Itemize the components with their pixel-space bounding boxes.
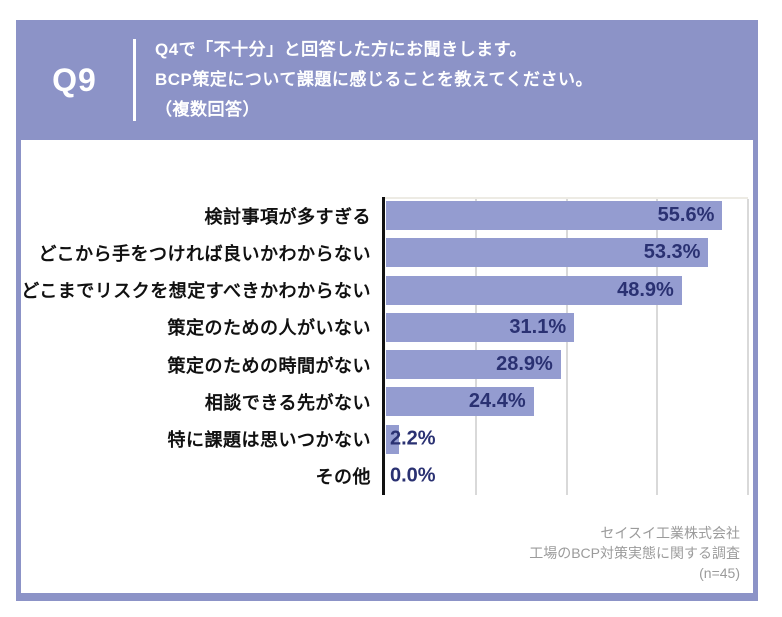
source-company: セイスイ工業株式会社 (600, 525, 740, 541)
value-label: 2.2% (390, 427, 436, 450)
value-label: 31.1% (509, 315, 567, 338)
bar (386, 424, 400, 454)
header-divider (133, 39, 136, 121)
bar-chart: 検討事項が多すぎる 55.6% どこから手をつければ良いかわからない 53.3% どこま… (21, 197, 753, 495)
bar-cell: 31.1% (386, 309, 749, 346)
source-sample-size: (n=45) (699, 565, 740, 581)
bar-cell: 2.2% (386, 421, 749, 458)
value-label: 0.0% (390, 464, 436, 487)
value-label: 48.9% (617, 278, 674, 301)
source-survey: 工場のBCP対策実態に関する調査 (529, 545, 740, 561)
value-label: 53.3% (643, 241, 701, 264)
category-label: 策定のための人がいない (167, 318, 371, 339)
chart-row: 特に課題は思いつかない 2.2% (21, 421, 753, 458)
value-label: 24.4% (468, 390, 526, 413)
question-line-2: BCP策定について課題に感じることを教えてください。 (155, 70, 594, 89)
question-line-1: Q4で「不十分」と回答した方にお聞きします。 (155, 40, 527, 59)
bar: 24.4% (386, 387, 534, 417)
chart-row: 策定のための人がいない 31.1% (21, 309, 753, 346)
category-label: その他 (315, 467, 371, 488)
question-header: Q9 Q4で「不十分」と回答した方にお聞きします。 BCP策定について課題に感じ… (16, 20, 758, 140)
bar-cell: 48.9% (386, 272, 749, 309)
question-text: Q4で「不十分」と回答した方にお聞きします。 BCP策定について課題に感じること… (136, 35, 593, 125)
chart-row: 検討事項が多すぎる 55.6% (21, 197, 753, 234)
chart-row: どこまでリスクを想定すべきかわからない 48.9% (21, 272, 753, 309)
category-label: どこから手をつければ良いかわからない (38, 243, 371, 264)
chart-row: どこから手をつければ良いかわからない 53.3% (21, 234, 753, 271)
bar: 53.3% (386, 238, 709, 268)
bar-cell: 24.4% (386, 383, 749, 420)
chart-row: 策定のための時間がない 28.9% (21, 346, 753, 383)
y-axis-line (382, 197, 385, 495)
bar: 31.1% (386, 312, 575, 342)
bar-cell: 28.9% (386, 346, 749, 383)
question-number: Q9 (52, 61, 97, 98)
category-label: 相談できる先がない (204, 392, 371, 413)
bar: 55.6% (386, 201, 723, 231)
category-label: 策定のための時間がない (167, 355, 371, 376)
question-line-3: （複数回答） (155, 100, 260, 119)
value-label: 28.9% (496, 353, 553, 376)
chart-rows: 検討事項が多すぎる 55.6% どこから手をつければ良いかわからない 53.3% どこま… (21, 197, 753, 495)
bar-cell: 0.0% (386, 458, 749, 495)
value-label: 55.6% (657, 204, 715, 227)
gridline-30 (565, 199, 568, 495)
gridline-15 (474, 199, 477, 495)
chart-panel: 検討事項が多すぎる 55.6% どこから手をつければ良いかわからない 53.3% どこま… (16, 140, 758, 601)
survey-card: Q9 Q4で「不十分」と回答した方にお聞きします。 BCP策定について課題に感じ… (16, 20, 758, 601)
bar-cell: 55.6% (386, 197, 749, 234)
bar: 48.9% (386, 275, 682, 305)
category-label: 検討事項が多すぎる (204, 206, 371, 227)
gridline-45 (656, 199, 659, 495)
source-note: セイスイ工業株式会社 工場のBCP対策実態に関する調査 (n=45) (529, 523, 740, 583)
category-label: どこまでリスクを想定すべきかわからない (21, 281, 371, 302)
bar-cell: 53.3% (386, 234, 749, 271)
chart-row: その他 0.0% (21, 458, 753, 495)
gridlines (385, 197, 749, 495)
bar: 28.9% (386, 350, 561, 380)
gridline-60 (747, 199, 749, 495)
chart-row: 相談できる先がない 24.4% (21, 383, 753, 420)
category-label: 特に課題は思いつかない (167, 430, 371, 451)
